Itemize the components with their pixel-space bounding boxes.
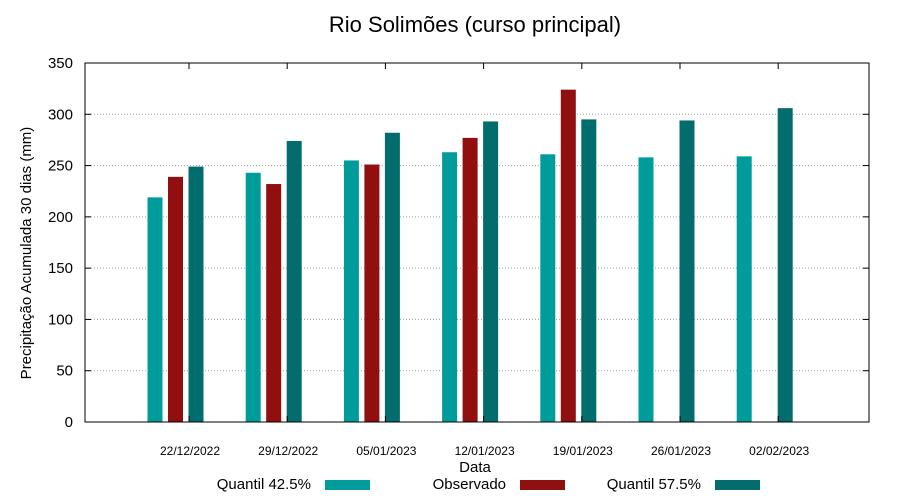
plot-frame bbox=[84, 62, 870, 423]
legend-swatch bbox=[325, 480, 370, 490]
y-ticks: 0 50 100 150 200 250 300 350 bbox=[48, 55, 869, 431]
bar-quantil-42-5 bbox=[540, 154, 556, 422]
chart-title: Rio Solimões (curso principal) bbox=[329, 12, 621, 37]
y-tick-label: 300 bbox=[48, 106, 73, 123]
x-tick-label: 12/01/2023 bbox=[455, 444, 515, 458]
y-tick-label: 150 bbox=[48, 260, 73, 277]
y-tick-label: 200 bbox=[48, 209, 73, 226]
x-ticks: 22/12/2022 29/12/2022 05/01/2023 12/01/2023… bbox=[160, 63, 810, 458]
x-tick-label: 02/02/2023 bbox=[749, 444, 809, 458]
y-tick-label: 250 bbox=[48, 158, 73, 175]
x-tick-label: 29/12/2022 bbox=[258, 444, 318, 458]
y-tick-label: 350 bbox=[48, 55, 73, 72]
legend-label: Quantil 57.5% bbox=[607, 476, 701, 493]
bar-quantil-57-5 bbox=[777, 108, 793, 422]
bar-observado bbox=[560, 89, 576, 422]
x-axis-label: Data bbox=[459, 459, 491, 476]
x-tick-label: 22/12/2022 bbox=[160, 444, 220, 458]
legend: Quantil 42.5% Observado Quantil 57.5% bbox=[217, 476, 760, 493]
y-tick-label: 0 bbox=[65, 414, 73, 431]
bar-observado bbox=[364, 164, 380, 422]
bar-quantil-42-5 bbox=[442, 152, 458, 423]
x-tick-label: 19/01/2023 bbox=[553, 444, 613, 458]
y-axis-label: Precipitação Acumulada 30 dias (mm) bbox=[18, 127, 35, 380]
bar-quantil-42-5 bbox=[638, 157, 654, 422]
bar-quantil-42-5 bbox=[343, 160, 359, 422]
legend-swatch bbox=[715, 480, 760, 490]
bar-quantil-57-5 bbox=[286, 140, 302, 422]
bar-observado bbox=[266, 184, 282, 422]
bars bbox=[147, 89, 793, 423]
bar-quantil-42-5 bbox=[147, 197, 163, 422]
bar-quantil-57-5 bbox=[483, 121, 499, 423]
y-tick-label: 50 bbox=[56, 363, 73, 380]
bar-observado bbox=[168, 176, 183, 422]
x-tick-label: 26/01/2023 bbox=[651, 444, 711, 458]
bar-observado bbox=[462, 137, 478, 422]
legend-label: Observado bbox=[433, 476, 506, 493]
bar-quantil-42-5 bbox=[736, 156, 752, 422]
bar-quantil-57-5 bbox=[679, 120, 695, 422]
bar-quantil-57-5 bbox=[581, 119, 597, 423]
legend-swatch bbox=[520, 480, 565, 490]
bar-quantil-42-5 bbox=[245, 172, 261, 422]
bar-quantil-57-5 bbox=[188, 166, 204, 422]
bar-quantil-57-5 bbox=[384, 132, 400, 422]
x-tick-label: 05/01/2023 bbox=[356, 444, 416, 458]
legend-label: Quantil 42.5% bbox=[217, 476, 311, 493]
y-tick-label: 100 bbox=[48, 311, 73, 328]
